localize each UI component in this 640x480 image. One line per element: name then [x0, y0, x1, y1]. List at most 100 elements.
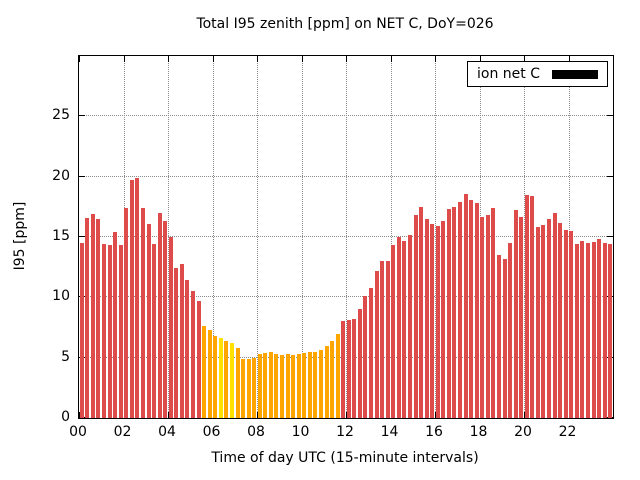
- x-tick-label: 18: [469, 424, 488, 440]
- bar: [424, 218, 429, 418]
- bar: [152, 244, 157, 418]
- bar: [202, 326, 207, 418]
- gridline-vertical: [346, 56, 347, 418]
- x-tickmark: [79, 412, 80, 418]
- bar: [380, 261, 385, 418]
- x-tickmark: [435, 56, 436, 62]
- x-tickmark: [257, 56, 258, 62]
- x-tickmark: [524, 412, 525, 418]
- bar: [135, 177, 140, 418]
- bar: [257, 354, 262, 418]
- x-tickmark: [123, 412, 125, 418]
- y-tick-label: 15: [52, 228, 70, 244]
- x-tickmark: [346, 56, 347, 62]
- bar: [118, 245, 123, 418]
- bar: [569, 230, 574, 418]
- bar: [547, 218, 552, 418]
- x-tickmark: [257, 412, 258, 418]
- x-tickmark: [568, 56, 570, 62]
- gridline-vertical: [479, 56, 481, 418]
- bar: [335, 333, 340, 418]
- bar: [574, 244, 579, 418]
- x-tickmark: [568, 412, 570, 418]
- plot-area: ion net C: [78, 55, 614, 419]
- legend-label: ion net C: [477, 66, 540, 82]
- bar: [235, 348, 240, 418]
- bar: [213, 335, 218, 418]
- bar: [102, 244, 107, 418]
- bar: [430, 223, 435, 418]
- legend-swatch: [552, 69, 598, 79]
- bar: [129, 180, 134, 418]
- bar: [352, 319, 357, 418]
- bar: [307, 351, 312, 418]
- x-tick-label: 04: [158, 424, 176, 440]
- bar: [419, 206, 424, 418]
- x-tick-label: 10: [291, 424, 310, 440]
- bar: [124, 208, 129, 418]
- bar: [196, 300, 201, 418]
- gridline-vertical: [212, 56, 214, 418]
- bar: [113, 232, 118, 418]
- bar: [563, 229, 568, 418]
- bar: [274, 354, 279, 418]
- bar: [285, 354, 290, 418]
- bar: [541, 224, 546, 418]
- y-tick-label: 25: [52, 107, 70, 124]
- bar: [530, 195, 535, 418]
- bar: [396, 237, 401, 418]
- bar: [513, 210, 518, 418]
- y-tickmark: [607, 115, 613, 117]
- x-tickmark: [301, 56, 303, 62]
- y-tick-label: 0: [61, 409, 70, 425]
- bar: [485, 215, 490, 418]
- x-tickmark: [79, 56, 80, 62]
- bar: [502, 258, 507, 418]
- bar: [369, 287, 374, 418]
- x-tickmark: [212, 56, 214, 62]
- bar: [252, 357, 257, 418]
- x-tick-label: 16: [425, 424, 443, 440]
- bar: [402, 240, 407, 418]
- bar: [435, 226, 440, 418]
- bar: [229, 343, 234, 418]
- bar: [96, 218, 101, 418]
- bar: [318, 350, 323, 418]
- bar: [218, 338, 223, 418]
- bar: [313, 351, 318, 418]
- bar: [385, 261, 390, 418]
- bar: [90, 214, 95, 418]
- x-axis-label: Time of day UTC (15-minute intervals): [211, 450, 479, 466]
- bar: [446, 209, 451, 418]
- bar: [558, 222, 563, 418]
- gridline-vertical: [123, 56, 125, 418]
- bar: [324, 345, 329, 418]
- bar: [508, 243, 513, 418]
- bar: [535, 227, 540, 418]
- bar: [263, 352, 268, 418]
- bar: [597, 239, 602, 418]
- bar: [363, 296, 368, 418]
- x-tickmark: [168, 412, 169, 418]
- x-tickmark: [479, 56, 481, 62]
- y-tick-label: 10: [52, 288, 70, 305]
- bar: [491, 208, 496, 418]
- y-tick-label: 5: [61, 348, 70, 365]
- bar: [174, 268, 179, 418]
- bar: [519, 216, 524, 418]
- bar: [458, 202, 463, 418]
- x-tick-label: 00: [69, 424, 87, 440]
- bar: [168, 237, 173, 418]
- x-tick-label: 08: [247, 424, 265, 440]
- bar: [85, 217, 90, 418]
- bar: [469, 199, 474, 418]
- bar: [585, 243, 590, 418]
- gridline-vertical: [568, 56, 570, 418]
- x-tick-label: 14: [380, 424, 399, 440]
- bar: [391, 245, 396, 418]
- bar: [140, 208, 145, 418]
- x-tickmark: [346, 412, 347, 418]
- bar: [407, 234, 412, 418]
- bar: [246, 358, 251, 418]
